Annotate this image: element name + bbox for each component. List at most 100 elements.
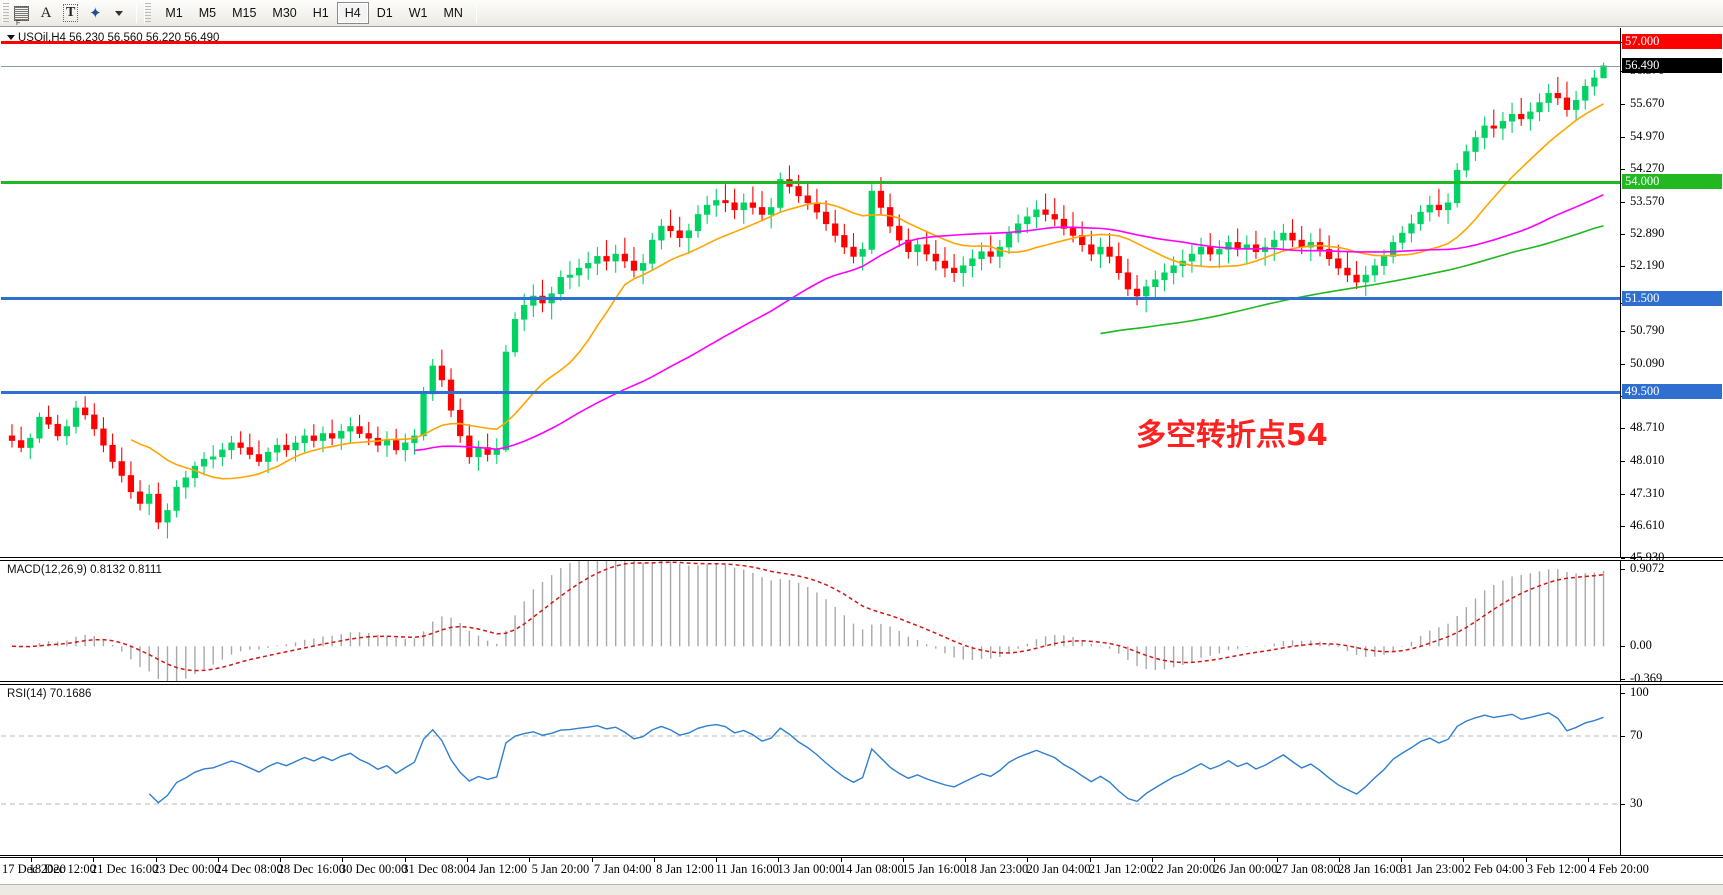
macd-plot-area[interactable]: MACD(12,26,9) 0.8132 0.8111	[1, 561, 1620, 681]
timeframe-h1[interactable]: H1	[312, 6, 329, 20]
time-axis-label: 8 Jan 12:00	[656, 862, 714, 876]
price-tick-label: 54.970	[1630, 128, 1665, 143]
toolbar-separator-2	[475, 3, 477, 23]
level-line-support-54[interactable]	[1, 180, 1620, 184]
collapse-caret-icon[interactable]	[7, 35, 15, 41]
time-axis-label: 28 Jan 16:00	[1337, 862, 1402, 876]
time-axis-tick	[716, 858, 718, 862]
time-axis-tick	[840, 858, 842, 862]
price-tick-label: 50.090	[1630, 356, 1665, 371]
time-axis-tick	[1587, 858, 1589, 862]
rsi-axis: 100 70 30	[1620, 685, 1723, 855]
level-line-resistance-57[interactable]	[1, 40, 1620, 44]
price-axis: 57.00056.37055.67054.97054.27053.57052.8…	[1620, 28, 1723, 564]
time-axis-label: 7 Jan 04:00	[593, 862, 652, 876]
time-axis-label: 17 Dec 2020	[2, 862, 66, 876]
timeframe-mn[interactable]: MN	[443, 6, 463, 20]
time-axis-tick	[1401, 858, 1403, 862]
dropdown-caret-icon[interactable]	[107, 2, 131, 25]
chart-annotation-text: 多空转折点54	[1136, 418, 1328, 453]
time-axis-tick	[1151, 858, 1153, 862]
objects-icon[interactable]: ✦	[89, 5, 102, 22]
time-axis-label: 14 Jan 08:00	[839, 862, 904, 876]
time-axis-tick	[1463, 858, 1465, 862]
price-level-badge-51.500[interactable]: 51.500	[1622, 290, 1722, 306]
time-axis-tick	[467, 858, 469, 862]
timeframe-w1[interactable]: W1	[408, 6, 428, 20]
chart-title-text: USOil,H4 56.230 56.560 56.220 56.490	[18, 32, 220, 44]
time-axis-label: 26 Jan 00:00	[1213, 862, 1278, 876]
macd-svg	[11, 561, 1605, 681]
toolbar-grip[interactable]	[2, 3, 9, 23]
timeframe-m5[interactable]: M5	[198, 6, 217, 20]
toolbar: A T ✦ M1 M5 M15 M30 H1 H4 D1 W1 MN	[0, 0, 1723, 27]
price-tick-label: 52.890	[1630, 225, 1665, 240]
price-tick-label: 55.670	[1630, 95, 1665, 110]
time-axis-tick	[342, 858, 344, 862]
level-line-current-price[interactable]	[1, 65, 1620, 67]
time-axis-label: 22 Jan 20:00	[1151, 862, 1216, 876]
macd-tick-label: 0.9072	[1630, 561, 1665, 575]
price-tick-label: 53.570	[1630, 193, 1665, 208]
time-axis-label: 21 Jan 12:00	[1088, 862, 1153, 876]
level-line-support-49-5[interactable]	[1, 390, 1620, 394]
time-axis-tick	[155, 858, 157, 862]
price-tick-label: 54.270	[1630, 161, 1665, 176]
price-level-badge-56.490[interactable]: 56.490	[1622, 58, 1722, 74]
timeframe-h4[interactable]: H4	[336, 2, 369, 24]
macd-tick-label: -0.369	[1630, 671, 1663, 685]
status-bar	[0, 884, 1723, 895]
time-axis-label: 21 Dec 16:00	[90, 862, 159, 876]
time-axis: 17 Dec 2020 18 Dec 12:00 21 Dec 16:00 23 De…	[0, 857, 1723, 883]
macd-tick-label: 0.00	[1630, 638, 1652, 653]
price-tick-label: 47.310	[1630, 485, 1665, 500]
price-level-badge-57.000[interactable]: 57.000	[1622, 34, 1722, 50]
time-axis-label: 31 Jan 23:00	[1400, 862, 1465, 876]
timeframe-grip[interactable]	[144, 3, 152, 23]
time-axis-tick	[217, 858, 219, 862]
macd-panel[interactable]: MACD(12,26,9) 0.8132 0.8111 0.9072 0.00 -0…	[0, 560, 1723, 685]
time-axis-label: 11 Jan 16:00	[715, 862, 779, 876]
rsi-tick-label: 100	[1630, 685, 1649, 699]
candlestick-svg	[8, 62, 1607, 539]
rsi-panel[interactable]: RSI(14) 70.1686 100 70 30	[0, 684, 1723, 856]
timeframe-m15[interactable]: M15	[232, 6, 257, 20]
time-axis-tick	[280, 858, 282, 862]
time-axis-label: 28 Dec 16:00	[277, 862, 346, 876]
rsi-label: RSI(14) 70.1686	[7, 688, 92, 700]
chart-title-bar: USOil,H4 56.230 56.560 56.220 56.490	[7, 32, 219, 44]
time-axis-label: 5 Jan 20:00	[531, 862, 590, 876]
time-axis-label: 18 Dec 12:00	[28, 862, 96, 876]
price-tick-label: 46.610	[1630, 518, 1665, 533]
timeframe-m30[interactable]: M30	[272, 6, 297, 20]
price-level-badge-49.500[interactable]: 49.500	[1622, 384, 1722, 400]
rsi-tick-label: 30	[1630, 796, 1643, 810]
time-axis-tick	[1089, 858, 1091, 862]
price-plot-area[interactable]: USOil,H4 56.230 56.560 56.220 56.490 多空转…	[1, 28, 1620, 557]
time-axis-label: 4 Feb 20:00	[1589, 862, 1649, 876]
level-line-support-51-5[interactable]	[1, 297, 1620, 301]
macd-label: MACD(12,26,9) 0.8132 0.8111	[7, 564, 162, 576]
text-A-icon[interactable]: A	[40, 4, 52, 21]
price-tick-label: 50.790	[1630, 323, 1665, 338]
time-axis-tick	[1525, 858, 1527, 862]
time-axis-tick	[1338, 858, 1340, 862]
timeframe-m1[interactable]: M1	[165, 6, 183, 20]
time-axis-label: 3 Feb 12:00	[1526, 862, 1587, 876]
text-label-icon[interactable]: T	[58, 2, 83, 25]
time-axis-tick	[965, 858, 967, 862]
template-icon[interactable]	[9, 2, 34, 27]
time-axis-label: 24 Dec 08:00	[215, 862, 283, 876]
time-axis-tick	[902, 858, 904, 862]
price-tick-label: 48.010	[1630, 453, 1665, 468]
timeframe-d1[interactable]: D1	[376, 6, 393, 20]
price-chart-panel[interactable]: USOil,H4 56.230 56.560 56.220 56.490 多空转…	[0, 28, 1723, 564]
time-axis-label: 4 Jan 12:00	[469, 862, 527, 876]
rsi-tick-label: 70	[1630, 728, 1643, 742]
price-level-badge-54.000[interactable]: 54.000	[1622, 174, 1722, 190]
time-axis-label: 23 Dec 00:00	[153, 862, 221, 876]
time-axis-label: 13 Jan 00:00	[777, 862, 842, 876]
rsi-plot-area[interactable]: RSI(14) 70.1686	[1, 685, 1620, 855]
time-axis-tick	[591, 858, 593, 862]
time-axis-tick	[1214, 858, 1216, 862]
